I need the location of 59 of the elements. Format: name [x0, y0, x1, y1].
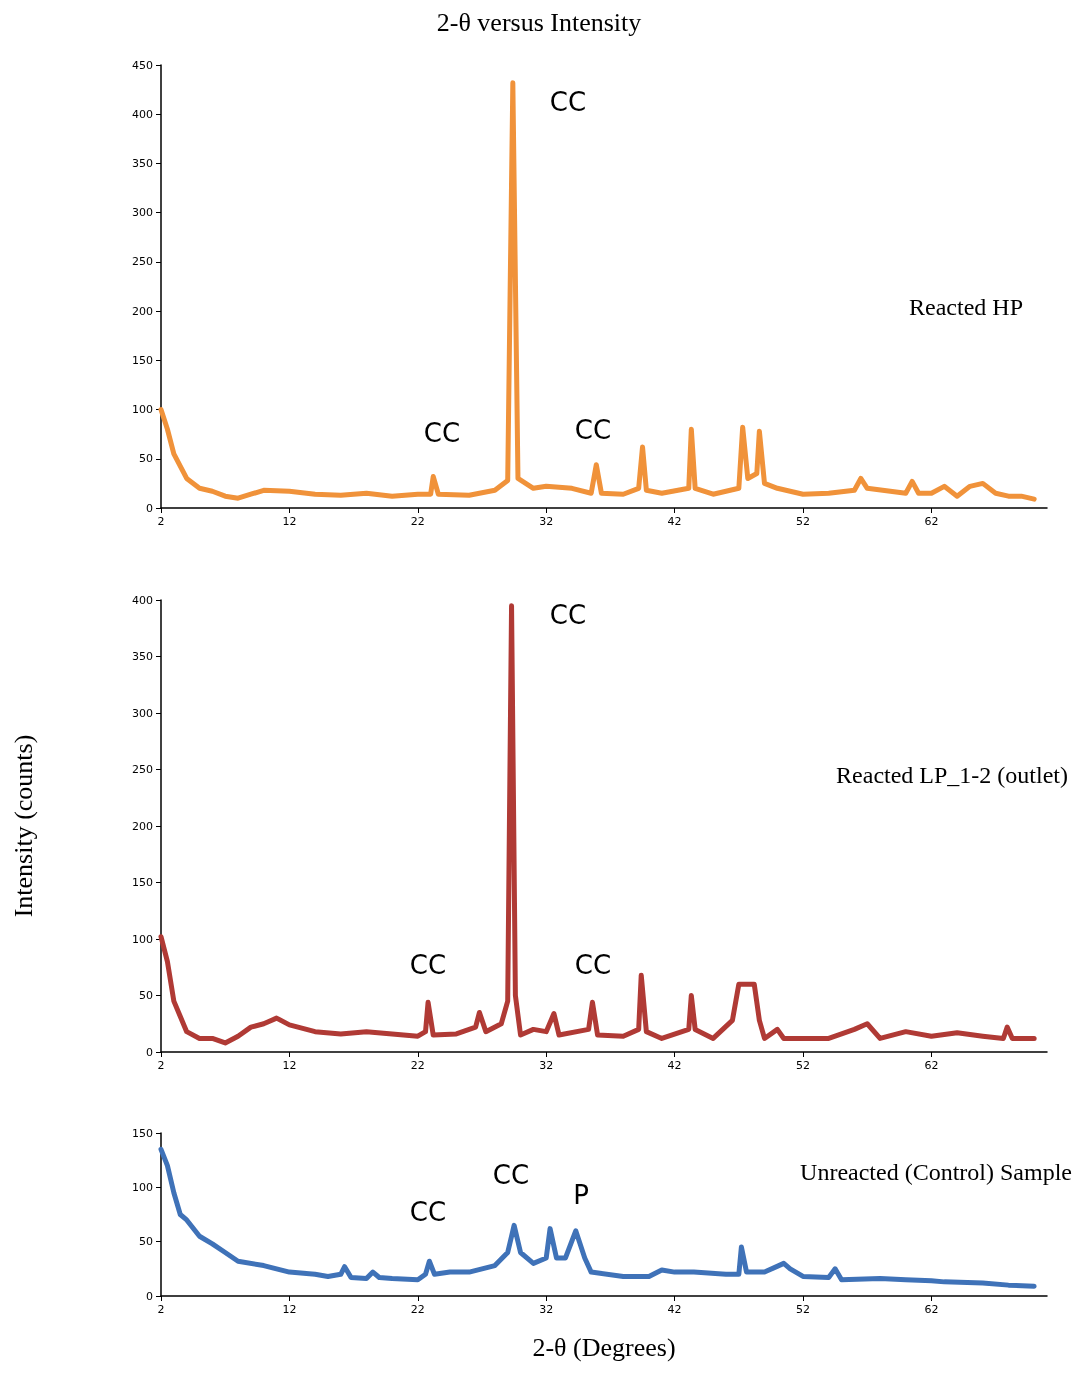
y-tick-label: 450	[132, 58, 153, 72]
x-tick-label: 52	[796, 1303, 811, 1316]
x-tick-label: 32	[539, 1059, 554, 1072]
y-tick-label: 200	[132, 819, 153, 833]
x-tick-label: 12	[282, 1303, 297, 1316]
y-axis-title: Intensity (counts)	[8, 734, 38, 918]
x-tick-label: 32	[539, 1303, 554, 1316]
y-tick-label: 100	[132, 1180, 153, 1194]
y-tick-label: 0	[146, 1289, 153, 1303]
y-tick-label: 150	[132, 876, 153, 889]
x-tick-label: 42	[667, 515, 682, 528]
y-tick-label: 150	[132, 1126, 153, 1140]
annotation: CC	[574, 415, 612, 445]
text: Unreacted (Control) Sample	[800, 1159, 1073, 1185]
x-tick-label: 12	[282, 1059, 297, 1072]
x-tick-label: 42	[667, 1303, 682, 1316]
y-tick-label: 150	[132, 353, 153, 367]
x-tick-label: 52	[796, 1059, 811, 1072]
y-tick-label: 0	[146, 1045, 153, 1059]
annotation: CC	[423, 418, 461, 448]
annotation: CC	[409, 1197, 447, 1227]
x-tick-label: 32	[539, 515, 554, 528]
chart-title: 2-θ versus Intensity	[436, 7, 642, 37]
x-tick-label: 22	[410, 1059, 425, 1072]
y-tick-label: 350	[132, 650, 153, 663]
y-tick-label: 400	[132, 593, 153, 607]
x-tick-label: 62	[924, 1059, 939, 1072]
y-tick-label: 50	[139, 989, 153, 1002]
x-tick-label: 2	[157, 1303, 165, 1316]
annotation: CC	[574, 950, 612, 980]
y-tick-label: 400	[132, 107, 153, 121]
x-tick-label: 12	[282, 515, 297, 528]
y-tick-label: 250	[132, 763, 153, 776]
x-tick-label: 2	[157, 515, 165, 528]
y-tick-label: 50	[139, 1235, 153, 1249]
y-tick-label: 350	[132, 156, 153, 170]
x-tick-label: 62	[924, 1303, 939, 1316]
y-tick-label: 0	[146, 501, 153, 515]
text: Reacted LP_1-2 (outlet)	[836, 762, 1069, 788]
text: Reacted HP	[909, 294, 1023, 320]
y-tick-label: 100	[132, 403, 153, 417]
x-tick-label: 42	[667, 1059, 682, 1072]
y-tick-label: 300	[132, 706, 153, 720]
annotation: CC	[549, 87, 587, 117]
annotation: CC	[492, 1160, 530, 1190]
x-tick-label: 22	[410, 1303, 425, 1316]
annotation: CC	[409, 950, 447, 980]
x-tick-label: 62	[924, 515, 939, 528]
y-tick-label: 200	[132, 304, 153, 318]
y-tick-label: 250	[132, 255, 153, 269]
x-tick-label: 2	[157, 1059, 165, 1072]
y-tick-label: 100	[132, 932, 153, 946]
annotation: CC	[549, 600, 587, 630]
x-tick-label: 52	[796, 515, 811, 528]
y-tick-label: 50	[139, 452, 153, 466]
x-axis-title: 2-θ (Degrees)	[532, 1332, 676, 1362]
annotation: P	[573, 1180, 589, 1210]
x-tick-label: 22	[410, 515, 425, 528]
y-tick-label: 300	[132, 206, 153, 220]
